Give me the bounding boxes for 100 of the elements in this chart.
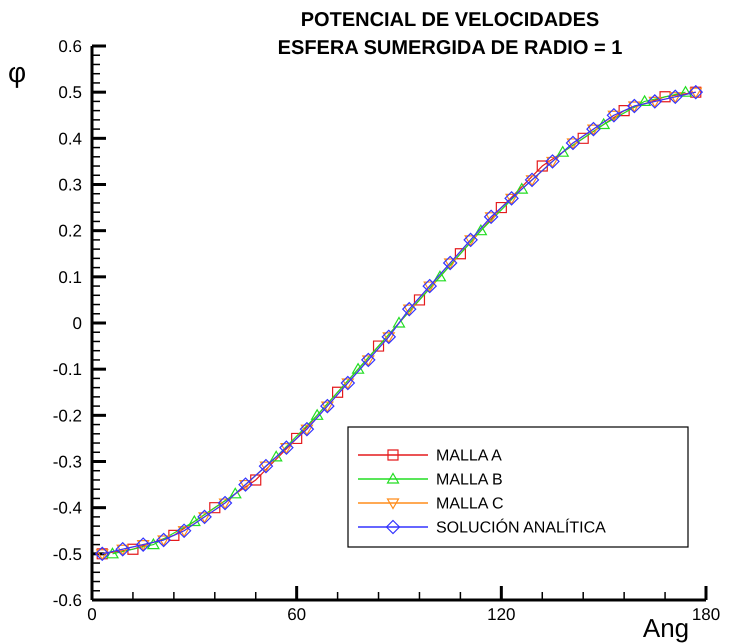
point	[392, 316, 406, 328]
point	[587, 124, 600, 136]
x-axis-title: Ang	[642, 613, 690, 643]
point	[586, 122, 601, 136]
y-axis-title: φ	[8, 57, 26, 88]
point	[484, 210, 498, 224]
point	[524, 172, 540, 187]
point	[116, 544, 129, 556]
point	[136, 538, 150, 552]
point	[628, 101, 640, 112]
point	[464, 232, 478, 247]
legend-label: MALLA A	[436, 448, 502, 465]
point	[598, 118, 610, 130]
point	[556, 146, 569, 157]
chart-title: POTENCIAL DE VELOCIDADES	[300, 9, 600, 31]
point	[526, 175, 538, 186]
point	[229, 488, 242, 498]
y-tick-label: 0.6	[58, 36, 82, 56]
point	[352, 363, 364, 374]
x-tick-label: 0	[87, 605, 97, 624]
point	[188, 515, 200, 526]
point	[320, 399, 334, 414]
point	[106, 548, 119, 558]
legend-label: SOLUCIÓN ANALÍTICA	[436, 518, 606, 537]
point	[340, 376, 355, 390]
point	[158, 535, 170, 546]
point	[608, 110, 620, 122]
point	[422, 278, 437, 294]
y-tick-label: 0.3	[58, 175, 82, 194]
legend-label: MALLA C	[436, 496, 504, 513]
point	[372, 340, 384, 352]
y-tick-label: -0.4	[52, 498, 82, 518]
point	[280, 443, 293, 454]
point	[321, 402, 334, 412]
y-tick-label: 0.2	[58, 222, 82, 241]
point	[342, 378, 354, 390]
y-tick-label: -0.2	[52, 406, 82, 426]
point	[414, 294, 426, 306]
point	[311, 409, 324, 420]
chart-subtitle: ESFERA SUMERGIDA DE RADIO = 1	[278, 37, 622, 59]
point	[332, 386, 344, 398]
x-tick-label: 120	[487, 605, 516, 624]
point	[627, 98, 642, 114]
point	[659, 91, 671, 102]
point	[668, 90, 682, 104]
point	[618, 105, 630, 116]
point	[270, 450, 282, 462]
y-tick-label: 0.5	[58, 83, 82, 102]
point	[402, 302, 416, 316]
point	[424, 281, 436, 292]
point	[127, 544, 139, 555]
y-tick-label: 0.1	[58, 268, 82, 287]
point	[177, 524, 192, 538]
point	[443, 256, 458, 270]
point	[638, 95, 651, 106]
point	[496, 202, 507, 214]
point	[156, 532, 171, 548]
y-tick-label: -0.5	[52, 544, 82, 564]
point	[434, 270, 446, 282]
point	[403, 304, 416, 316]
point	[147, 538, 160, 550]
point	[485, 212, 498, 223]
point	[300, 424, 313, 436]
point	[504, 191, 519, 206]
point	[116, 542, 130, 556]
point	[137, 540, 150, 551]
point	[198, 512, 211, 523]
point	[291, 432, 302, 444]
point	[648, 94, 662, 108]
y-tick-label: -0.6	[52, 590, 82, 610]
point	[279, 440, 294, 455]
x-tick-label: 180	[692, 605, 720, 624]
y-tick-label: -0.1	[52, 360, 82, 380]
y-tick-label: -0.3	[52, 452, 82, 472]
point	[474, 224, 487, 236]
point	[679, 86, 692, 97]
point	[197, 510, 212, 524]
point	[361, 352, 376, 368]
y-tick-label: 0	[72, 314, 82, 333]
point	[536, 160, 548, 172]
point	[516, 183, 528, 194]
x-tick-label: 60	[287, 605, 306, 624]
point	[250, 474, 262, 486]
point	[178, 526, 190, 537]
point	[464, 235, 477, 246]
point	[454, 248, 466, 260]
point	[606, 108, 621, 122]
point	[209, 502, 220, 514]
point	[300, 422, 314, 436]
point	[168, 530, 180, 541]
legend-label: MALLA B	[436, 472, 503, 489]
point	[260, 462, 272, 472]
point	[669, 92, 682, 103]
y-tick-label: 0.4	[58, 129, 82, 148]
point	[382, 332, 395, 343]
point	[578, 132, 589, 144]
point	[258, 459, 274, 474]
point	[444, 258, 456, 270]
point	[505, 194, 518, 204]
point	[362, 355, 374, 366]
